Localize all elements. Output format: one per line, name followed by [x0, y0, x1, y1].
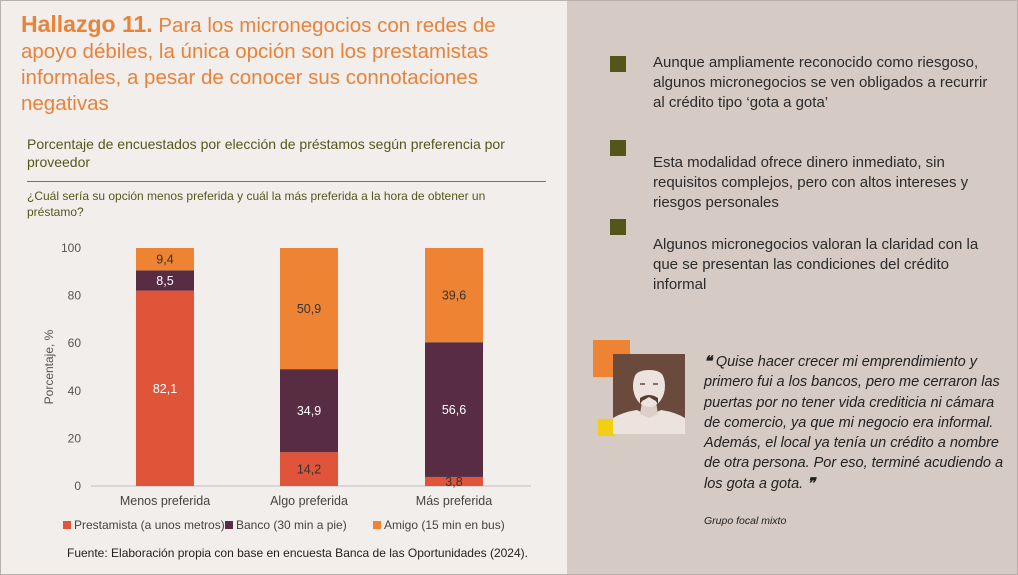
source-note: Fuente: Elaboración propia con base en e…: [67, 546, 528, 560]
yellow-accent-square: [598, 419, 615, 436]
quote-text: Quise hacer crecer mi emprendimiento y p…: [704, 354, 1004, 492]
x-tick-label: Algo preferida: [270, 494, 348, 508]
legend-label: Prestamista (a unos metros): [74, 518, 225, 532]
bullet-marker-2: [610, 140, 626, 156]
bar-segment: [425, 342, 483, 477]
open-quote-mark: ❝: [704, 354, 712, 370]
bar-segment: [425, 476, 483, 486]
survey-question: ¿Cuál sería su opción menos preferida y …: [27, 189, 486, 219]
bullet-text-3: Algunos micronegocios valoran la clarida…: [653, 236, 979, 293]
data-label: 14,2: [297, 463, 321, 477]
bullet-marker-3: [610, 219, 626, 235]
y-axis-label: Porcentaje, %: [42, 329, 56, 404]
bar-segment: [425, 248, 483, 343]
bar-segment: [280, 369, 338, 453]
y-tick-label: 100: [61, 241, 81, 255]
data-label: 56,6: [442, 403, 466, 417]
x-tick-label: Menos preferida: [120, 494, 210, 508]
data-label: 3,8: [445, 475, 462, 489]
person-portrait-icon: [613, 354, 685, 434]
x-tick-label: Más preferida: [416, 494, 492, 508]
finding-text: Para los micronegocios con redes de apoy…: [21, 14, 496, 115]
bar-segment: [280, 452, 338, 486]
close-quote-mark: ❞: [807, 475, 816, 492]
data-label: 34,9: [297, 404, 321, 418]
testimonial-quote: ❝ Quise hacer crecer mi emprendimiento y…: [704, 352, 1004, 494]
data-label: 50,9: [297, 302, 321, 316]
quote-source: Grupo focal mixto: [704, 515, 787, 527]
stacked-bar-chart: 0 20 40 60 80 100 Porcentaje, % 82,1 8,5 9,4 Menos…: [42, 241, 531, 532]
legend-label: Banco (30 min a pie): [236, 518, 347, 532]
finding-number: Hallazgo 11.: [21, 11, 153, 37]
y-tick-label: 60: [68, 336, 82, 350]
y-tick-label: 80: [68, 289, 82, 303]
bar-segment: [136, 270, 194, 291]
bar-segment: [136, 290, 194, 486]
legend-swatch: [225, 521, 233, 529]
y-tick-label: 0: [74, 479, 81, 493]
bullet-marker-1: [610, 56, 626, 72]
data-label: 39,6: [442, 289, 466, 303]
legend-swatch: [373, 521, 381, 529]
divider: [27, 181, 546, 182]
legend-swatch: [63, 521, 71, 529]
bar-segment: [280, 248, 338, 370]
legend-label: Amigo (15 min en bus): [384, 518, 505, 532]
bullet-text-1: Aunque ampliamente reconocido como riesg…: [653, 54, 988, 111]
bar-segment: [136, 248, 194, 271]
y-tick-label: 40: [68, 384, 82, 398]
data-label: 9,4: [156, 253, 173, 267]
right-panel: [567, 1, 1017, 574]
finding-title: Hallazgo 11. Para los micronegocios con …: [21, 11, 541, 117]
chart-subtitle: Porcentaje de encuestados por elección d…: [27, 136, 505, 170]
data-label: 8,5: [156, 274, 173, 288]
bullet-text-2: Esta modalidad ofrece dinero inmediato, …: [653, 154, 969, 211]
y-tick-label: 20: [68, 431, 82, 445]
data-label: 82,1: [153, 382, 177, 396]
